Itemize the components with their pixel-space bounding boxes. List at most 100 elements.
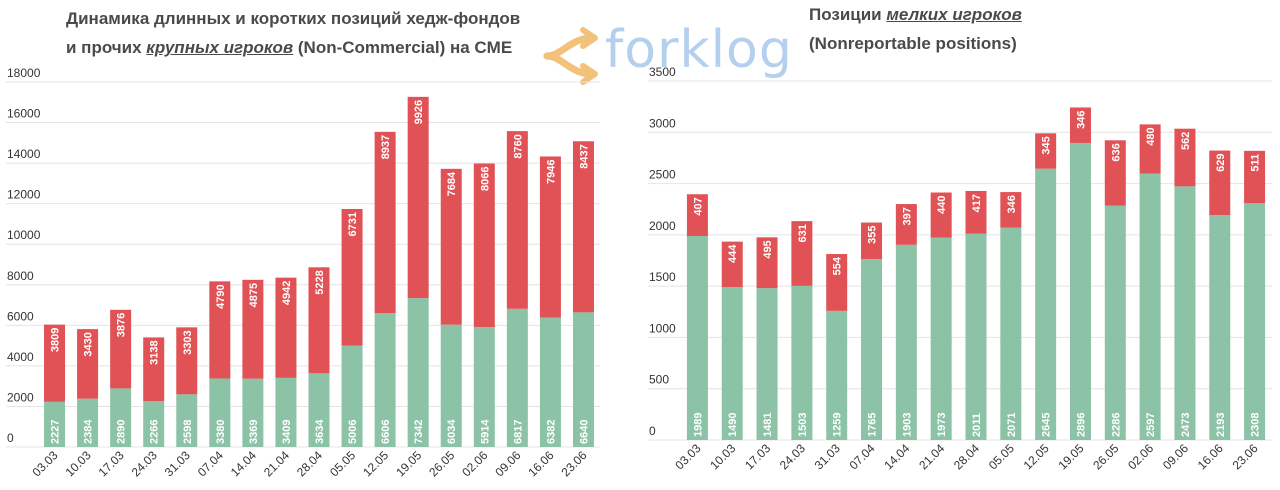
bar-long [77, 398, 99, 447]
bar-short [1069, 107, 1091, 143]
x-tick-label: 14.04 [881, 441, 912, 472]
x-tick-label: 21.04 [261, 448, 292, 479]
bar-long [539, 317, 561, 447]
data-label-long: 3380 [215, 420, 227, 444]
data-label-short: 9926 [413, 100, 425, 124]
data-label-short: 495 [762, 240, 774, 258]
x-tick-label: 03.03 [30, 448, 61, 479]
data-label-short: 6731 [347, 212, 359, 236]
x-tick-label: 19.05 [393, 448, 424, 479]
bar-long [242, 378, 264, 447]
left-title-line2-pre: и прочих [66, 38, 147, 57]
forklog-logo: forklog [543, 20, 803, 86]
bar-long [1000, 227, 1022, 440]
bar-long [506, 308, 528, 447]
x-tick-label: 26.05 [426, 448, 457, 479]
x-tick-label: 16.06 [1195, 441, 1226, 472]
y-tick-label: 10000 [7, 228, 41, 242]
data-label-short: 5228 [314, 270, 326, 294]
data-label-long: 5006 [347, 420, 359, 444]
bar-long [1209, 215, 1231, 440]
data-label-long: 1481 [762, 413, 774, 437]
bar-short [44, 324, 66, 402]
bar-long [176, 394, 198, 447]
x-tick-label: 09.06 [1160, 441, 1191, 472]
data-label-long: 6640 [578, 420, 590, 444]
left-stacked-bar-chart: 0 2000 4000 6000 8000 10000 12000 14000 16000 180… [6, 66, 600, 479]
data-label-short: 407 [692, 197, 704, 215]
x-tick-label: 02.06 [1125, 441, 1156, 472]
data-label-long: 1989 [692, 413, 704, 437]
x-tick-label: 31.03 [812, 441, 843, 472]
y-tick-label: 2500 [649, 168, 676, 182]
bar-short [407, 96, 429, 299]
y-tick-label: 6000 [7, 309, 34, 323]
bar-short [1104, 140, 1126, 206]
data-label-long: 3369 [248, 420, 260, 444]
data-label-short: 4875 [248, 283, 260, 307]
y-tick-label: 500 [649, 373, 669, 387]
bar-short [930, 192, 952, 238]
data-label-short: 8760 [512, 134, 524, 158]
y-tick-label: 8000 [7, 269, 34, 283]
right-stacked-bar-chart: 0 500 1000 1500 2000 2500 3000 3500 1989 407 03.03… [648, 65, 1272, 472]
x-tick-label: 17.03 [96, 448, 127, 479]
data-label-short: 355 [867, 226, 879, 244]
bar-long [440, 324, 462, 447]
right-title-line1-pre: Позиции [809, 5, 887, 24]
x-tick-label: 03.03 [672, 441, 703, 472]
x-tick-label: 16.06 [525, 448, 556, 479]
data-label-short: 3138 [149, 340, 161, 364]
bar-long [374, 313, 396, 447]
bar-short [440, 168, 462, 325]
data-label-short: 8437 [578, 144, 590, 168]
x-tick-label: 19.05 [1055, 441, 1086, 472]
bar-short [1244, 150, 1266, 204]
data-label-short: 440 [936, 195, 948, 213]
x-tick-label: 07.04 [195, 448, 226, 479]
y-tick-label: 3000 [649, 116, 676, 130]
bar-short [473, 163, 495, 328]
data-label-long: 1259 [832, 413, 844, 437]
x-tick-label: 14.04 [228, 448, 259, 479]
bar-long [1244, 203, 1266, 440]
bar-short [374, 131, 396, 314]
forklog-arrows-icon [543, 27, 598, 85]
data-label-long: 3409 [281, 420, 293, 444]
x-tick-label: 23.06 [1230, 441, 1261, 472]
bar-short [1035, 133, 1057, 169]
data-label-long: 1903 [901, 413, 913, 437]
data-label-long: 2071 [1006, 413, 1018, 437]
data-label-long: 2266 [149, 420, 161, 444]
bar-long [473, 327, 495, 447]
bar-short [143, 337, 165, 402]
bar-short [110, 309, 132, 389]
x-tick-label: 10.03 [63, 448, 94, 479]
data-label-long: 6382 [545, 420, 557, 444]
x-tick-label: 24.03 [129, 448, 160, 479]
data-label-short: 562 [1180, 132, 1192, 150]
bar-long [861, 258, 883, 440]
right-chart-title: Позиции мелких игроков (Nonreportable po… [809, 0, 1022, 58]
y-tick-label: 4000 [7, 350, 34, 364]
y-tick-label: 3500 [649, 65, 676, 79]
data-label-long: 3634 [314, 419, 326, 444]
data-label-short: 4942 [281, 281, 293, 305]
bar-short [826, 254, 848, 311]
bar-long [341, 345, 363, 447]
data-label-long: 2890 [116, 420, 128, 444]
x-tick-label: 17.03 [742, 441, 773, 472]
x-tick-label: 23.06 [558, 448, 589, 479]
right-title-line2: (Nonreportable positions) [809, 34, 1017, 53]
bar-short [686, 194, 708, 236]
left-title-line2-em: крупных игроков [146, 38, 294, 57]
bar-short [1000, 192, 1022, 228]
bar-long [1104, 205, 1126, 440]
bar-short [506, 131, 528, 309]
x-tick-label: 09.06 [492, 448, 523, 479]
data-label-short: 346 [1075, 110, 1087, 128]
bar-long [110, 388, 132, 447]
x-tick-label: 31.03 [162, 448, 193, 479]
bar-short [721, 241, 743, 288]
bar-short [895, 204, 917, 245]
